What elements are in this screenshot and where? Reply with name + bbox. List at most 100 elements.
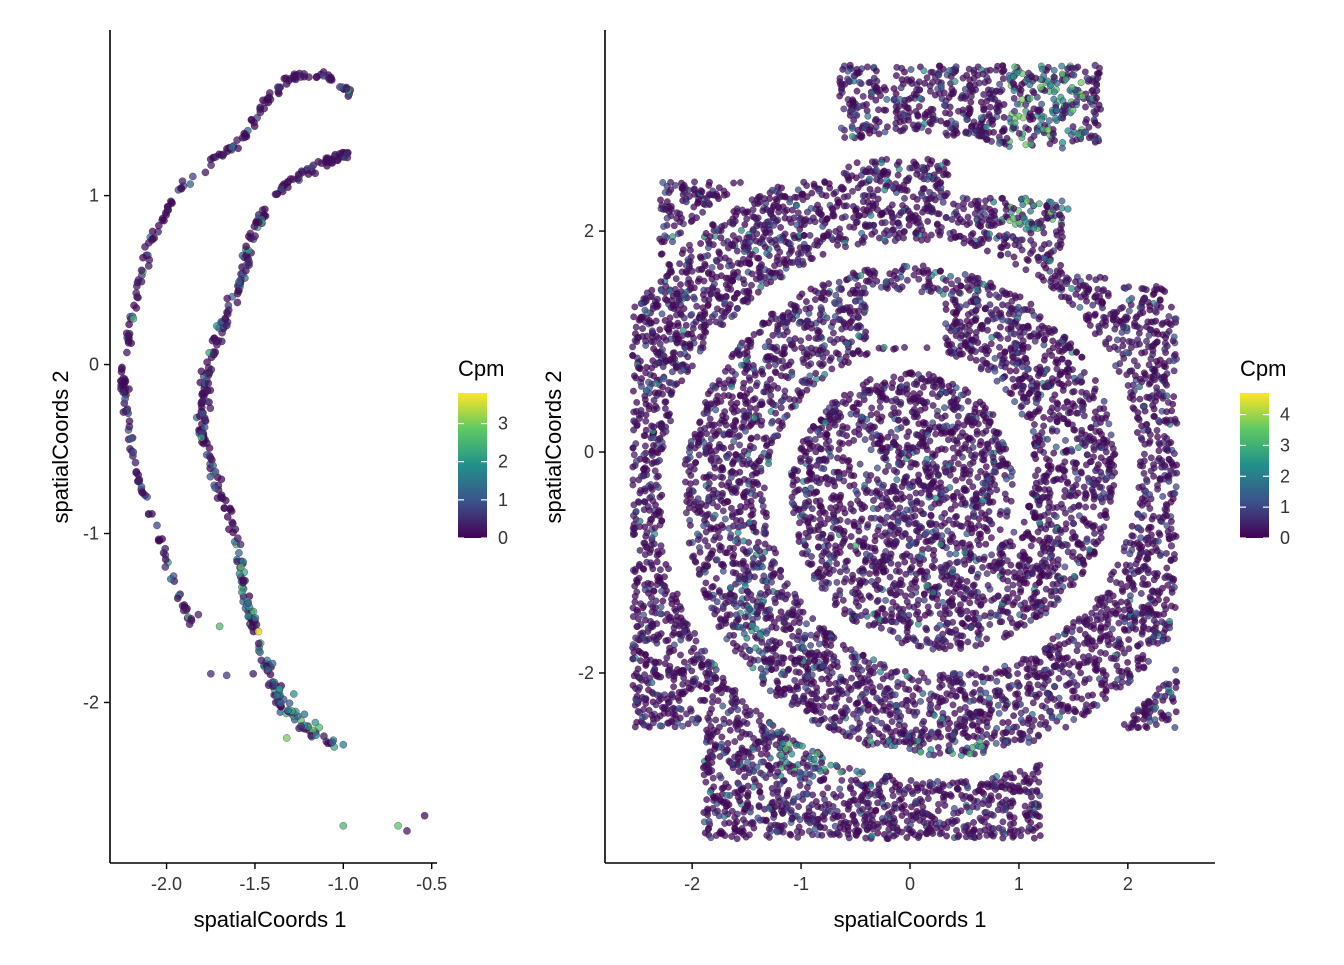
left-legend-title: Cpm xyxy=(458,356,504,381)
right-data-point xyxy=(921,597,927,603)
right-data-point xyxy=(691,294,697,300)
right-data-point xyxy=(686,468,692,474)
right-data-point xyxy=(1011,95,1017,101)
right-data-point xyxy=(703,580,709,586)
right-data-point xyxy=(1075,64,1081,70)
right-data-point xyxy=(631,452,637,458)
right-data-point xyxy=(807,232,813,238)
right-data-point xyxy=(811,575,817,581)
left-data-point xyxy=(295,171,302,178)
left-data-point xyxy=(403,827,410,834)
right-data-point xyxy=(1081,484,1087,490)
left-data-point xyxy=(120,409,127,416)
right-data-point xyxy=(1129,583,1135,589)
right-data-point xyxy=(1014,101,1020,107)
left-data-point xyxy=(202,169,209,176)
right-data-point xyxy=(1173,484,1179,490)
right-data-point xyxy=(970,610,976,616)
right-data-point xyxy=(872,664,878,670)
left-data-point xyxy=(207,454,214,461)
right-data-point xyxy=(920,781,926,787)
right-data-point xyxy=(713,575,719,581)
left-data-point xyxy=(329,739,336,746)
right-data-point xyxy=(1022,707,1028,713)
right-data-point xyxy=(884,96,890,102)
right-data-point xyxy=(1069,285,1075,291)
right-data-point xyxy=(1151,406,1157,412)
right-data-point xyxy=(677,652,683,658)
right-data-point xyxy=(1077,304,1083,310)
right-data-point xyxy=(889,202,895,208)
left-data-point xyxy=(179,178,186,185)
right-data-point xyxy=(944,825,950,831)
right-data-point xyxy=(758,712,764,718)
left-colorbar-label: 0 xyxy=(498,528,508,548)
right-data-point xyxy=(825,516,831,522)
right-data-point xyxy=(766,363,772,369)
right-data-point xyxy=(767,720,773,726)
right-data-point xyxy=(976,615,982,621)
right-data-point xyxy=(793,669,799,675)
right-data-point xyxy=(782,215,788,221)
right-data-point xyxy=(935,744,941,750)
right-data-point xyxy=(813,370,819,376)
left-data-point xyxy=(277,700,284,707)
right-data-point xyxy=(998,252,1004,258)
left-data-point xyxy=(255,640,262,647)
right-data-point xyxy=(945,726,951,732)
right-data-point xyxy=(925,218,931,224)
right-data-point xyxy=(632,599,638,605)
right-data-point xyxy=(761,485,767,491)
right-data-point xyxy=(676,261,682,267)
right-data-point xyxy=(706,179,712,185)
right-data-point xyxy=(1013,261,1019,267)
left-data-point xyxy=(327,76,334,83)
left-data-point xyxy=(282,75,289,82)
right-data-point xyxy=(983,666,989,672)
right-data-point xyxy=(1080,545,1086,551)
right-data-point xyxy=(637,658,643,664)
left-data-point xyxy=(284,707,291,714)
right-data-point xyxy=(734,836,740,842)
right-data-point xyxy=(810,350,816,356)
right-data-point xyxy=(1162,288,1168,294)
right-data-point xyxy=(1092,377,1098,383)
right-data-point xyxy=(1048,82,1054,88)
right-data-point xyxy=(955,461,961,467)
left-x-tick-label: -0.5 xyxy=(416,874,447,894)
right-data-point xyxy=(638,383,644,389)
left-data-point xyxy=(206,445,213,452)
right-data-point xyxy=(947,551,953,557)
right-data-point xyxy=(997,527,1003,533)
right-data-point xyxy=(657,723,663,729)
left-data-point xyxy=(283,734,290,741)
right-data-point xyxy=(927,705,933,711)
right-data-point xyxy=(649,287,655,293)
right-data-point xyxy=(1069,688,1075,694)
left-data-point xyxy=(177,185,184,192)
right-data-point xyxy=(933,431,939,437)
right-data-point xyxy=(725,740,731,746)
right-data-point xyxy=(1163,606,1169,612)
right-data-point xyxy=(1056,675,1062,681)
right-data-point xyxy=(1051,450,1057,456)
left-y-tick-label: -2 xyxy=(83,692,99,712)
left-data-point xyxy=(320,72,327,79)
right-data-point xyxy=(1036,201,1042,207)
left-data-point xyxy=(256,649,263,656)
left-colorbar-label: 3 xyxy=(498,414,508,434)
right-data-point xyxy=(1032,473,1038,479)
left-data-point xyxy=(261,105,268,112)
right-data-point xyxy=(718,315,724,321)
right-data-point xyxy=(1020,115,1026,121)
right-data-point xyxy=(894,477,900,483)
right-data-point xyxy=(1171,334,1177,340)
left-data-point xyxy=(235,278,242,285)
right-data-point xyxy=(1010,590,1016,596)
left-data-point xyxy=(344,150,351,157)
right-data-point xyxy=(726,820,732,826)
right-data-point xyxy=(1017,569,1023,575)
right-data-point xyxy=(1082,614,1088,620)
right-data-point xyxy=(898,376,904,382)
